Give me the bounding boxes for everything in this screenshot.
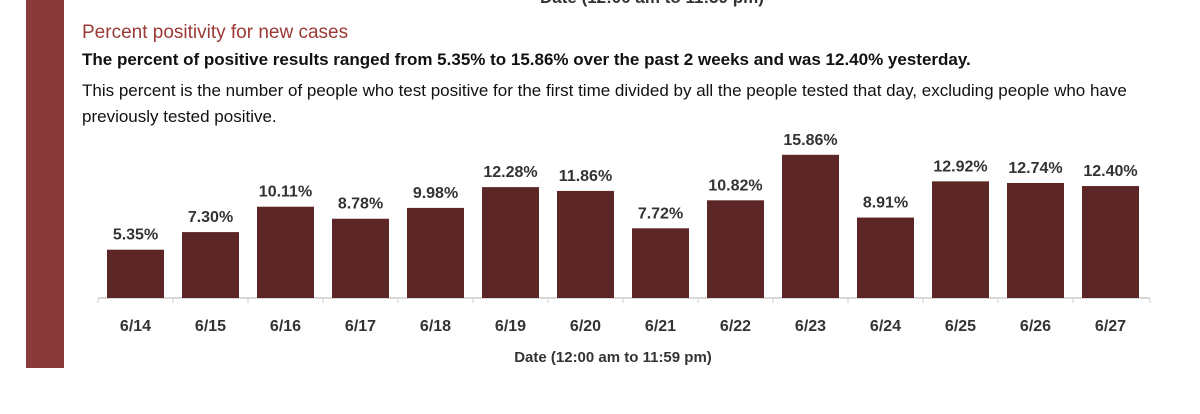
x-tick-label: 6/18 xyxy=(420,318,451,335)
bar-6-19 xyxy=(482,187,539,298)
chart-title: Percent positivity for new cases xyxy=(82,22,349,43)
data-label: 12.74% xyxy=(1008,160,1062,177)
data-label: 7.72% xyxy=(638,205,683,222)
x-tick-label: 6/27 xyxy=(1095,318,1126,335)
bar-6-18 xyxy=(407,207,464,298)
bar-6-26 xyxy=(1007,182,1064,298)
bar-6-22 xyxy=(707,200,764,298)
bar-6-20 xyxy=(557,190,614,298)
x-tick-label: 6/20 xyxy=(570,318,601,335)
x-tick-label: 6/22 xyxy=(720,318,751,335)
bar-6-24 xyxy=(857,217,914,298)
x-axis-title: Date (12:00 am to 11:59 pm) xyxy=(514,349,712,366)
bar-6-17 xyxy=(332,218,389,298)
bar-6-14 xyxy=(107,249,164,298)
data-label: 8.91% xyxy=(863,195,908,212)
bar-6-27 xyxy=(1082,186,1139,298)
data-label: 7.30% xyxy=(188,209,233,226)
x-tick-label: 6/24 xyxy=(870,318,901,335)
data-label: 12.28% xyxy=(483,164,537,181)
data-label: 15.86% xyxy=(783,132,837,149)
bar-6-23 xyxy=(782,154,839,298)
bar-6-15 xyxy=(182,232,239,298)
x-tick-label: 6/14 xyxy=(120,318,151,335)
data-label: 8.78% xyxy=(338,196,383,213)
data-label: 12.40% xyxy=(1083,163,1137,180)
x-tick-label: 6/21 xyxy=(645,318,676,335)
previous-chart-axis-title: Date (12:00 am to 11:59 pm) xyxy=(540,0,800,8)
accent-side-bar xyxy=(26,0,64,368)
data-label: 12.92% xyxy=(933,158,987,175)
x-tick-label: 6/17 xyxy=(345,318,376,335)
bar-6-16 xyxy=(257,206,314,298)
x-tick-label: 6/23 xyxy=(795,318,826,335)
chart-summary: The percent of positive results ranged f… xyxy=(82,50,971,69)
x-tick-label: 6/25 xyxy=(945,318,976,335)
data-label: 10.11% xyxy=(259,184,312,201)
x-tick-label: 6/16 xyxy=(270,318,301,335)
data-label: 11.86% xyxy=(559,168,612,185)
chart-note: This percent is the number of people who… xyxy=(82,81,1127,126)
data-label: 5.35% xyxy=(113,227,158,244)
bar-6-25 xyxy=(932,181,989,298)
bar-6-21 xyxy=(632,228,689,298)
x-tick-label: 6/26 xyxy=(1020,318,1051,335)
data-label: 10.82% xyxy=(708,177,762,194)
data-label: 9.98% xyxy=(413,185,458,202)
x-tick-label: 6/19 xyxy=(495,318,526,335)
x-tick-label: 6/15 xyxy=(195,318,226,335)
